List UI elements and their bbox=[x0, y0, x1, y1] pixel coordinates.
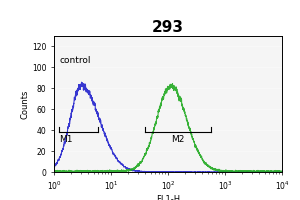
Text: M2: M2 bbox=[171, 135, 185, 144]
Text: control: control bbox=[60, 56, 91, 65]
Y-axis label: Counts: Counts bbox=[20, 89, 29, 119]
X-axis label: FL1-H: FL1-H bbox=[156, 195, 180, 200]
Title: 293: 293 bbox=[152, 20, 184, 35]
Text: M1: M1 bbox=[59, 135, 73, 144]
